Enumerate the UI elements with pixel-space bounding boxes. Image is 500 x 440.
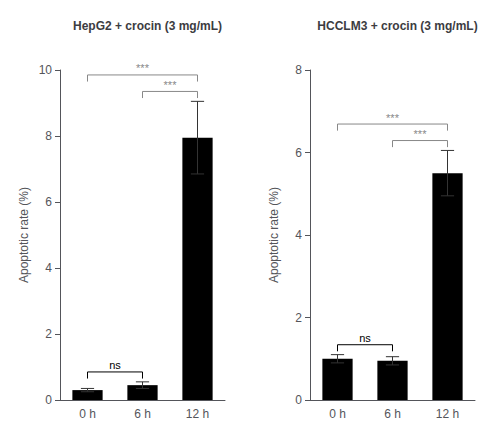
svg-text:***: *** xyxy=(136,62,150,74)
svg-text:8: 8 xyxy=(45,129,52,143)
svg-text:HepG2 + crocin (3 mg/mL): HepG2 + crocin (3 mg/mL) xyxy=(73,19,222,33)
svg-text:8: 8 xyxy=(295,63,302,77)
svg-text:4: 4 xyxy=(295,228,302,242)
svg-text:ns: ns xyxy=(359,332,371,344)
svg-text:Apoptotic rate (%): Apoptotic rate (%) xyxy=(267,187,281,283)
svg-text:6: 6 xyxy=(45,195,52,209)
svg-text:ns: ns xyxy=(109,359,121,371)
svg-text:2: 2 xyxy=(295,311,302,325)
svg-text:0 h: 0 h xyxy=(79,407,96,421)
svg-text:6: 6 xyxy=(295,146,302,160)
svg-text:***: *** xyxy=(386,112,400,124)
svg-text:***: *** xyxy=(414,128,428,140)
svg-text:HCCLM3 + crocin (3 mg/mL): HCCLM3 + crocin (3 mg/mL) xyxy=(317,19,477,33)
svg-text:6 h: 6 h xyxy=(384,407,401,421)
svg-text:0 h: 0 h xyxy=(329,407,346,421)
svg-text:12 h: 12 h xyxy=(186,407,209,421)
svg-text:0: 0 xyxy=(295,393,302,407)
svg-text:Apoptotic rate (%): Apoptotic rate (%) xyxy=(17,187,31,283)
svg-text:6 h: 6 h xyxy=(134,407,151,421)
svg-text:2: 2 xyxy=(45,327,52,341)
svg-text:12 h: 12 h xyxy=(436,407,459,421)
svg-text:***: *** xyxy=(164,79,178,91)
svg-text:4: 4 xyxy=(45,261,52,275)
svg-text:0: 0 xyxy=(45,393,52,407)
svg-text:10: 10 xyxy=(39,63,53,77)
